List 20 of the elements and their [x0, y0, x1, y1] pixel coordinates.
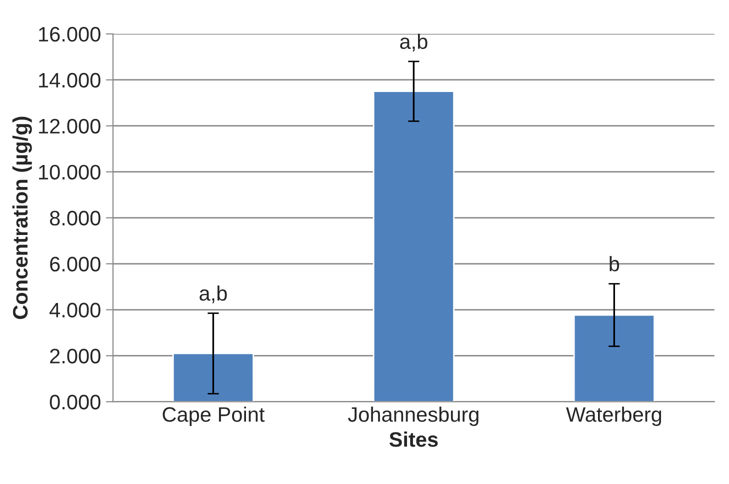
x-tick-label: Cape Point: [162, 406, 265, 426]
annotation: a,b: [200, 285, 227, 304]
y-tick-label: 14.000: [39, 72, 100, 88]
y-tick-label: 4.000: [50, 302, 100, 318]
annotation: a,b: [400, 34, 428, 52]
y-tick-label: 0.000: [50, 394, 100, 410]
bar: [172, 352, 254, 402]
annotation: b: [610, 256, 620, 272]
x-tick-label: Waterberg: [566, 406, 662, 426]
y-tick-label: 6.000: [50, 256, 100, 272]
y-tick-label: 16.000: [39, 26, 100, 42]
bar: [573, 314, 655, 402]
y-tick-label: 2.000: [50, 348, 100, 364]
x-tick-label: Johannesburg: [348, 406, 478, 426]
y-tick-label: 8.000: [50, 210, 100, 226]
y-tick-label: 12.000: [39, 118, 100, 134]
y-tick-label: 10.000: [39, 164, 100, 180]
x-axis-title: Sites: [389, 432, 438, 447]
bar: [372, 90, 454, 402]
y-axis-title: Concentration (µg/g): [12, 116, 32, 319]
